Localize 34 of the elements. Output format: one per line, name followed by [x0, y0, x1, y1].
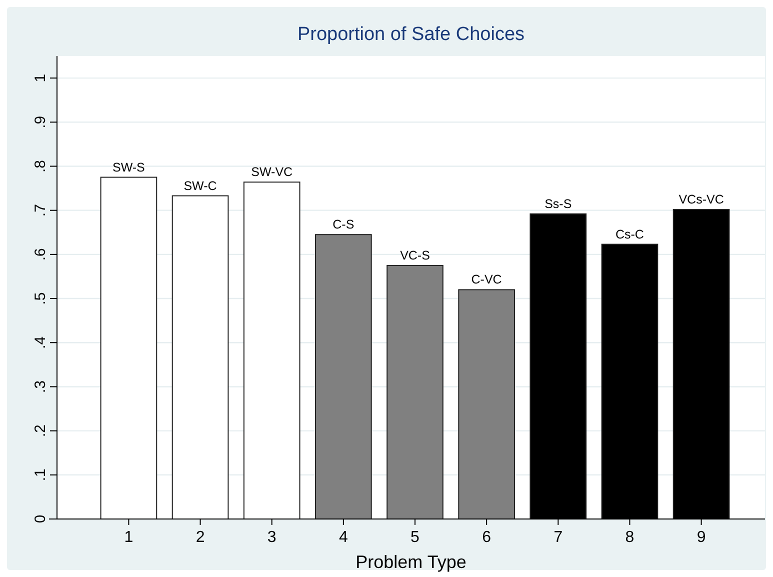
x-tick-label: 1 [124, 529, 134, 546]
y-tick-label: 0 [32, 514, 49, 524]
annotation: SW-C [184, 178, 217, 193]
annotation: Ss-S [544, 196, 572, 211]
x-tick-label: 3 [267, 529, 276, 546]
x-tick-label: 5 [410, 529, 420, 546]
x-tick-label: 9 [696, 529, 706, 546]
x-tick-label: 6 [482, 529, 492, 546]
annotation: VCs-VC [678, 192, 724, 206]
bar [386, 264, 444, 520]
annotation: SW-VC [251, 165, 293, 180]
y-tick-label: .5 [32, 292, 49, 305]
y-tick-label: 1 [32, 74, 49, 82]
y-tick-label: .3 [32, 380, 49, 393]
x-tick-label: 2 [196, 529, 205, 546]
x-tick-label: 4 [338, 529, 348, 546]
x-axis-title: Problem Type [356, 552, 466, 572]
y-tick-label: .1 [32, 468, 49, 482]
y-tick-label: .6 [32, 248, 49, 261]
x-tick-label: 8 [625, 529, 634, 546]
y-tick-label: .4 [32, 336, 49, 349]
x-tick-label: 7 [554, 529, 563, 546]
bar [458, 289, 515, 520]
annotation: SW-S [112, 160, 145, 174]
annotation: C-S [332, 218, 354, 232]
chart-title: Proportion of Safe Choices [297, 24, 525, 45]
annotation: C-VC [471, 272, 502, 287]
y-tick-label: .7 [32, 204, 49, 217]
y-tick-label: .2 [32, 424, 49, 438]
y-tick-label: .8 [32, 160, 49, 172]
annotation: Cs-C [615, 227, 644, 242]
bar [315, 234, 372, 520]
annotation: VC-S [400, 248, 430, 262]
y-tick-label: .9 [32, 116, 49, 128]
